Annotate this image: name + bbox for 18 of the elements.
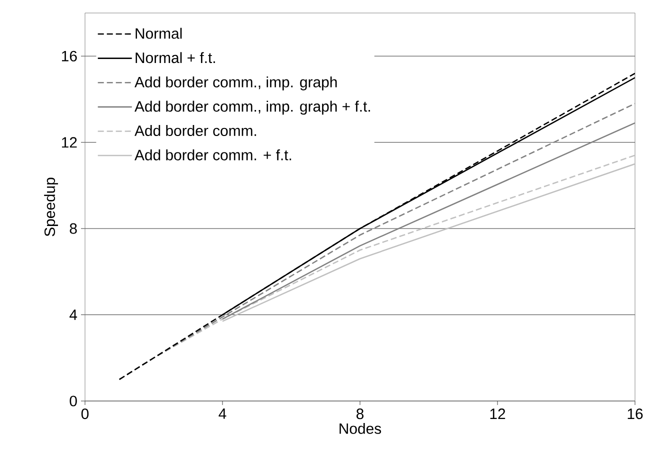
y-tick-label: 4 — [70, 310, 78, 320]
legend-label: Add border comm., imp. graph + f.t. — [134, 100, 370, 115]
x-tick-label: 16 — [628, 408, 643, 420]
x-tick-label: 8 — [356, 408, 364, 420]
legend-label: Add border comm. — [134, 125, 256, 136]
legend-label: Add border comm., imp. graph — [134, 76, 337, 90]
x-tick-label: 0 — [81, 408, 89, 420]
y-tick-label: 16 — [62, 50, 77, 62]
x-axis-title: Nodes — [340, 422, 382, 434]
y-tick-label: 12 — [62, 137, 77, 148]
x-tick-label: 12 — [490, 408, 506, 419]
legend-label: Normal + f.t. — [136, 52, 215, 64]
y-axis-title: Speedup — [44, 178, 58, 236]
x-tick-label: 4 — [218, 408, 226, 419]
legend-label: Add border comm. + f.t. — [134, 149, 292, 160]
y-tick-label: 8 — [70, 223, 77, 234]
y-tick-label: 0 — [70, 396, 77, 406]
legend-label: Normal — [136, 28, 182, 39]
